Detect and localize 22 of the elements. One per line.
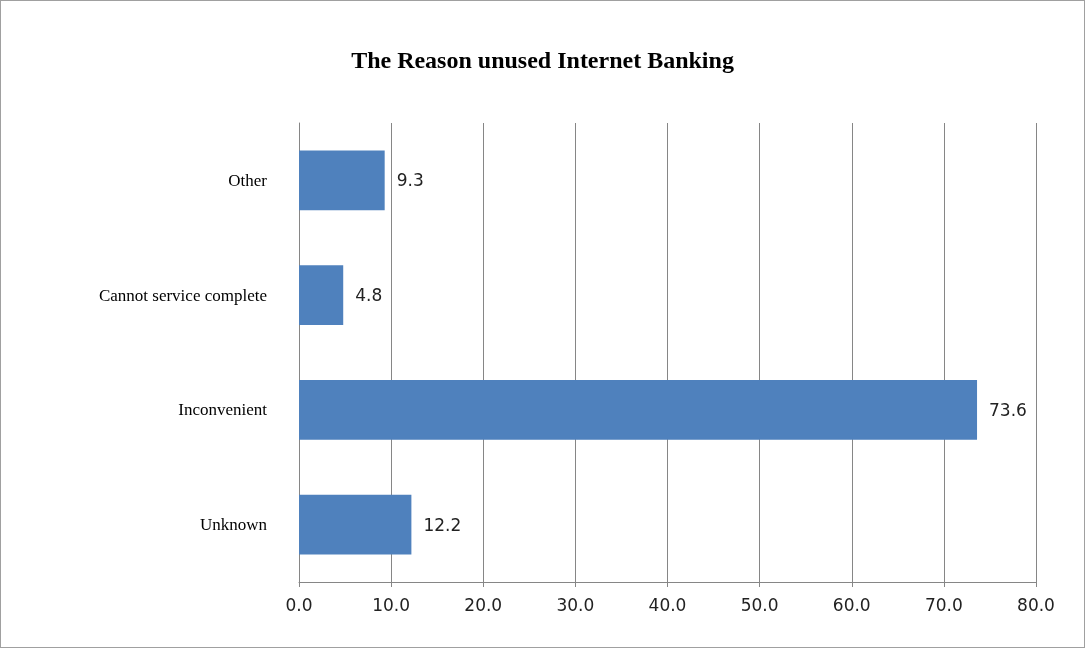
bar bbox=[299, 150, 385, 211]
x-tick-label: 10.0 bbox=[372, 594, 411, 615]
data-label: 9.3 bbox=[396, 170, 424, 191]
bar bbox=[299, 494, 412, 555]
x-tick-label: 80.0 bbox=[1017, 594, 1055, 615]
x-tick-label: 30.0 bbox=[556, 594, 595, 615]
y-tick-label: Unknown bbox=[199, 515, 268, 535]
data-label: 4.8 bbox=[355, 285, 383, 306]
y-tick-label: Cannot service complete bbox=[98, 285, 267, 305]
bar bbox=[299, 265, 344, 325]
chart-title: The Reason unused Internet Banking bbox=[351, 47, 734, 73]
data-label: 73.6 bbox=[989, 399, 1027, 420]
x-tick-label: 60.0 bbox=[832, 594, 871, 615]
data-label: 12.2 bbox=[423, 514, 462, 535]
x-tick-label: 20.0 bbox=[464, 594, 503, 615]
y-tick-label: Other bbox=[228, 170, 268, 190]
x-tick-label: 40.0 bbox=[648, 594, 687, 615]
bar bbox=[299, 380, 978, 440]
x-tick-label: 50.0 bbox=[740, 594, 779, 615]
x-tick-label: 70.0 bbox=[924, 594, 963, 615]
y-tick-label: Inconvenient bbox=[178, 400, 268, 420]
x-tick-label: 0.0 bbox=[285, 594, 313, 615]
